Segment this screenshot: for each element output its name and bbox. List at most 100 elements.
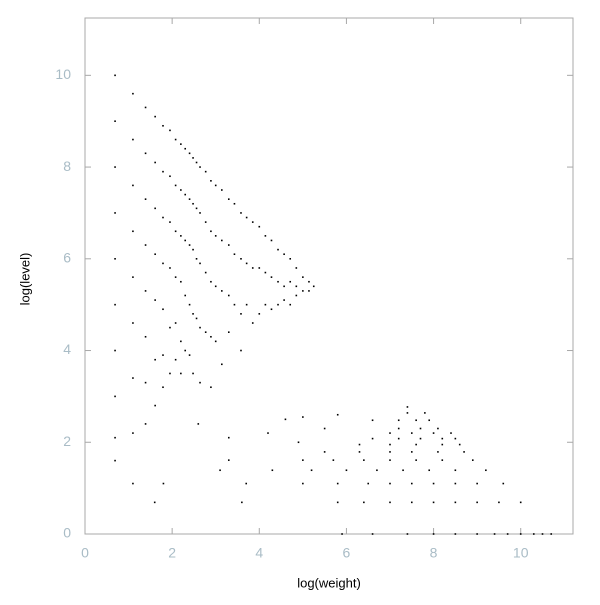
point [154,299,156,301]
point [204,331,207,333]
point [114,212,116,214]
point [471,459,474,461]
point [251,322,254,324]
x-tick-label: 10 [513,545,529,561]
x-axis-label: log(weight) [297,575,361,590]
point [454,501,457,504]
x-tick-label: 6 [343,545,351,561]
point [199,166,201,168]
point [295,285,298,288]
point [114,74,116,77]
point [188,244,191,246]
point [180,235,182,237]
point [419,427,422,430]
point [192,248,194,251]
y-tick-label: 4 [63,341,71,357]
point [174,230,177,233]
point [270,276,273,278]
point [454,437,457,440]
point [144,290,147,292]
point [227,459,230,461]
point [195,207,198,210]
point [188,354,191,356]
point [204,221,207,223]
point [441,459,444,461]
point [397,437,400,440]
point [289,303,292,306]
point [197,423,200,425]
point [227,198,230,200]
point [210,335,212,338]
point [389,451,391,453]
point [219,469,221,472]
point [415,419,417,422]
x-tick-label: 0 [81,545,89,561]
point [251,267,254,269]
point [214,235,217,237]
point [270,239,273,242]
point [450,432,452,434]
point [188,303,191,306]
point [476,482,478,485]
point [169,326,171,329]
point [532,533,535,535]
point [302,482,304,485]
point [184,239,187,242]
point [284,418,287,421]
point [454,482,457,485]
point [174,184,177,187]
point [214,285,217,288]
point [415,459,417,461]
point [441,443,444,446]
y-tick-label: 8 [63,158,71,174]
point [406,406,409,408]
point [264,303,267,306]
point [169,372,171,375]
point [174,276,177,278]
x-tick-label: 4 [255,545,263,561]
point [184,147,187,150]
point [371,533,374,535]
point [132,92,134,95]
point [240,349,242,352]
point [389,459,391,461]
point [245,216,248,219]
point [289,258,292,260]
point [441,437,444,440]
point [184,294,187,297]
point [162,482,165,485]
point [114,436,116,439]
point [295,267,298,269]
point [210,230,212,233]
point [154,358,156,361]
point [264,271,267,274]
point [240,313,242,315]
point [195,161,198,164]
point [227,244,230,246]
point [415,443,417,446]
point [162,262,164,265]
point [432,482,435,485]
point [192,202,194,205]
point [498,501,500,504]
point [506,533,509,535]
point [233,202,236,205]
point [227,331,230,333]
point [283,253,285,256]
point [174,322,177,324]
point [210,180,212,182]
point [406,412,409,414]
point [310,469,313,472]
point [154,253,156,256]
point [476,501,478,504]
point [162,170,164,173]
point [458,443,461,446]
point [258,313,261,315]
point [277,280,279,283]
point [493,533,496,535]
point [463,451,465,453]
point [214,184,217,187]
point [410,501,413,504]
point [264,235,267,237]
point [221,363,223,366]
